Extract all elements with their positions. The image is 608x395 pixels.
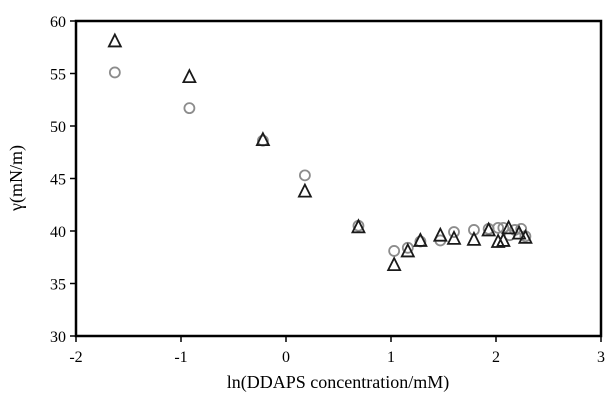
- x-tick-label: 3: [597, 349, 605, 366]
- x-tick-label: 1: [387, 349, 395, 366]
- x-tick-label: -2: [69, 349, 82, 366]
- triangle-data-point: [432, 226, 448, 242]
- y-tick-label: 50: [50, 119, 66, 136]
- plot-area-frame: [74, 19, 603, 338]
- circle-data-point: [448, 226, 460, 238]
- triangle-data-point: [511, 224, 527, 240]
- triangle-data-point: [490, 232, 506, 248]
- triangle-data-point: [400, 242, 416, 258]
- circle-data-point: [388, 245, 401, 257]
- triangle-data-point: [517, 228, 533, 244]
- y-tick-label: 30: [50, 329, 66, 346]
- circle-data-point: [183, 102, 196, 115]
- circle-data-point: [108, 66, 121, 79]
- y-tick-label: 60: [50, 14, 66, 31]
- triangle-data-point: [181, 68, 197, 84]
- circle-data-point: [298, 169, 311, 182]
- y-tick-label: 35: [50, 277, 66, 294]
- data-points: [107, 32, 533, 272]
- y-tick-label: 45: [50, 172, 66, 189]
- y-tick-label: 40: [50, 224, 66, 241]
- y-tick-label: 55: [50, 67, 66, 84]
- x-tick-label: 0: [282, 349, 290, 366]
- triangle-data-point: [466, 230, 482, 246]
- triangle-data-point: [350, 218, 366, 234]
- x-tick-label: -1: [174, 349, 187, 366]
- triangle-data-point: [412, 231, 428, 247]
- triangle-data-point: [446, 229, 462, 245]
- triangle-data-point: [495, 231, 511, 247]
- x-tick-label: 2: [492, 349, 500, 366]
- y-axis: 30 35 40 45 50 55 60: [50, 14, 76, 346]
- triangle-data-point: [107, 32, 123, 48]
- triangle-data-point: [255, 131, 271, 147]
- x-axis-label: ln(DDAPS concentration/mM): [227, 372, 449, 393]
- y-axis-label: γ(mN/m): [6, 145, 27, 212]
- triangle-data-point: [501, 219, 517, 235]
- triangle-data-point: [481, 221, 497, 237]
- circle-data-point: [492, 221, 505, 234]
- triangle-data-point: [386, 256, 402, 272]
- triangle-data-point: [297, 182, 313, 198]
- circle-data-point: [468, 224, 480, 236]
- x-axis: -2 -1 0 1 2 3: [69, 336, 605, 366]
